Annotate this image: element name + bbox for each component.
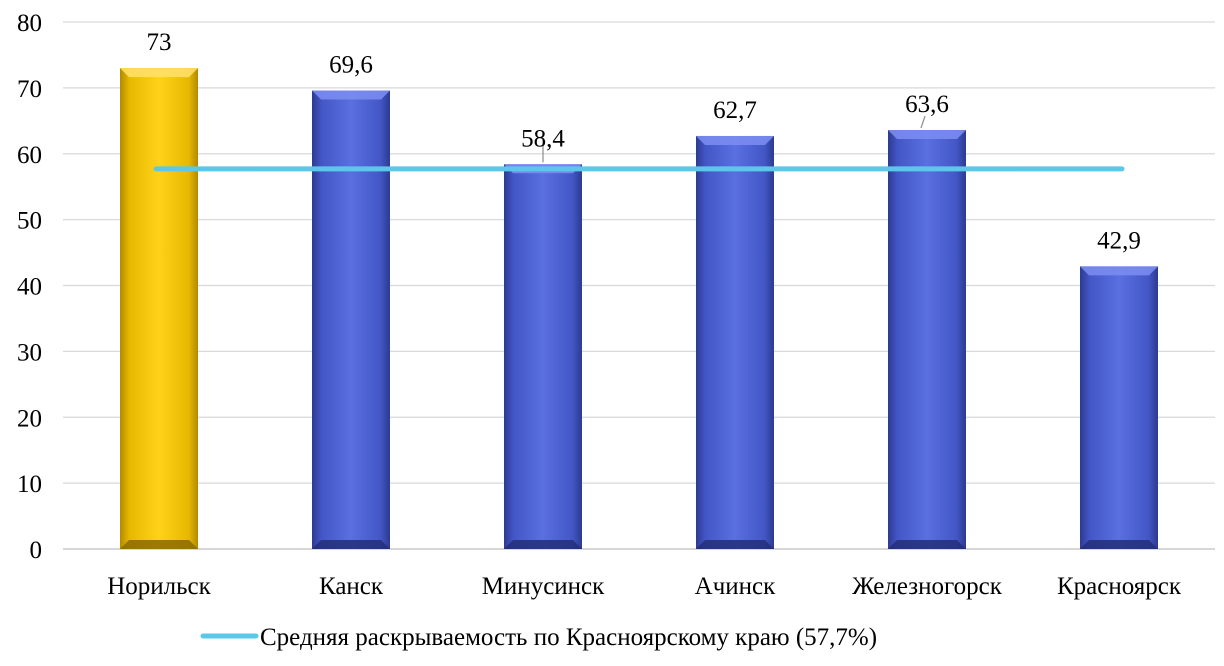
bar: [888, 130, 966, 549]
y-tick-label: 80: [17, 10, 42, 37]
data-label: 42,9: [1097, 227, 1141, 254]
bar-bevel-top: [696, 135, 774, 145]
y-tick-label: 0: [30, 537, 43, 564]
x-tick-label: Канск: [319, 573, 384, 600]
bar: [696, 135, 774, 549]
bar-bevel-top: [888, 130, 966, 140]
y-tick-label: 60: [17, 142, 42, 169]
x-tick-label: Минусинск: [482, 573, 605, 600]
bar-body: [504, 164, 582, 550]
x-tick-label: Железногорск: [852, 573, 1003, 600]
y-axis-tick-labels: 0 10 20 30 40 50 60 70 80: [17, 10, 42, 564]
legend: Средняя раскрываемость по Красноярскому …: [200, 624, 877, 651]
y-tick-label: 20: [17, 405, 42, 432]
bar-body: [888, 130, 966, 549]
bar-bevel-bottom: [120, 540, 198, 549]
x-tick-label: Норильск: [107, 573, 211, 600]
bar-bevel-top: [312, 90, 390, 100]
bar-bevel-bottom: [504, 540, 582, 549]
label-leader-line: [920, 115, 926, 129]
reference-line-group: [153, 115, 1125, 172]
bars: [120, 68, 1158, 550]
y-tick-label: 30: [17, 339, 42, 366]
bar-bevel-top: [120, 68, 198, 78]
bar-bevel-bottom: [312, 540, 390, 549]
x-tick-label: Ачинск: [695, 573, 776, 600]
bar-body: [1080, 266, 1158, 549]
y-tick-label: 10: [17, 471, 42, 498]
bar: [120, 68, 198, 550]
y-tick-label: 70: [17, 76, 42, 103]
bar: [312, 90, 390, 549]
data-labels: 73 69,6 58,4 62,7 63,6 42,9: [147, 29, 1141, 254]
bar-bevel-bottom: [1080, 540, 1158, 549]
bar-bevel-top: [1080, 266, 1158, 276]
data-label: 73: [147, 29, 172, 56]
gridlines: [63, 21, 1215, 550]
legend-label: Средняя раскрываемость по Красноярскому …: [260, 624, 877, 651]
bar-body: [696, 135, 774, 549]
bar: [504, 164, 582, 550]
y-tick-label: 50: [17, 208, 42, 235]
bar-bevel-bottom: [696, 540, 774, 549]
x-axis-tick-labels: Норильск Канск Минусинск Ачинск Железногорск…: [107, 573, 1182, 600]
bar-body: [120, 68, 198, 550]
bar-bevel-bottom: [888, 540, 966, 549]
y-tick-label: 40: [17, 274, 42, 301]
bar: [1080, 266, 1158, 549]
data-label: 69,6: [329, 52, 373, 79]
data-label: 58,4: [521, 125, 565, 152]
x-tick-label: Красноярск: [1057, 573, 1182, 600]
data-label: 62,7: [713, 97, 757, 124]
data-label: 63,6: [905, 91, 949, 118]
bar-body: [312, 90, 390, 549]
